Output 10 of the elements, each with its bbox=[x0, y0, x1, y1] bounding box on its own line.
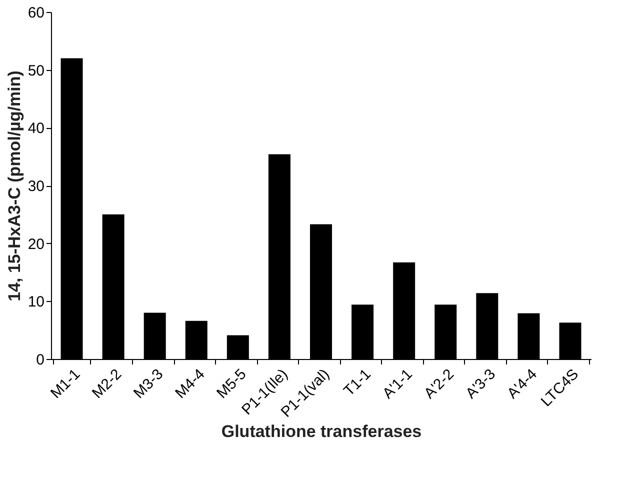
y-axis-title: 14, 15-HxA3-C (pmol/µg/min) bbox=[4, 70, 24, 302]
x-axis-title: Glutathione transferases bbox=[221, 422, 422, 442]
y-tick-label: 20 bbox=[28, 236, 44, 253]
y-tick-label: 50 bbox=[28, 62, 44, 80]
x-tick-label: T1-1 bbox=[340, 366, 374, 400]
y-tick-label: 40 bbox=[28, 120, 44, 138]
y-tick-label: 60 bbox=[28, 4, 44, 22]
y-tick-label: 10 bbox=[28, 294, 44, 311]
y-tick-label: 0 bbox=[36, 352, 44, 368]
y-tick-label: 30 bbox=[28, 178, 44, 195]
